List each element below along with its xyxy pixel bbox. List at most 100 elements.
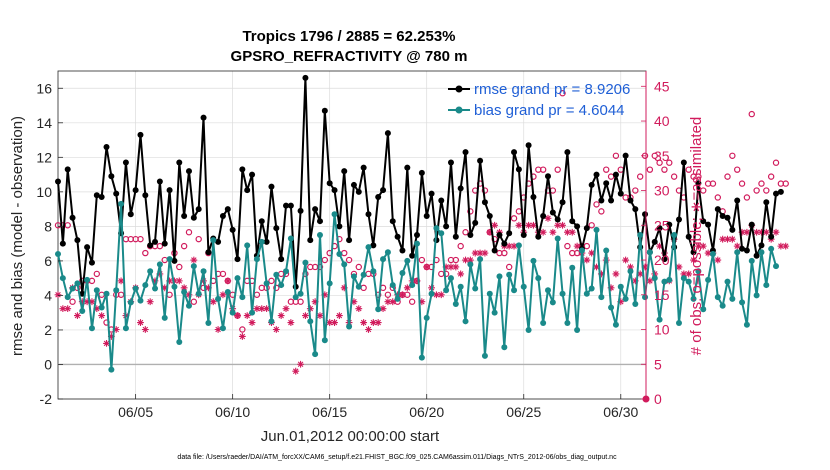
obs-possible-point — [554, 166, 561, 173]
y-left-tick-label: 12 — [36, 149, 52, 165]
rmse-point — [263, 238, 270, 245]
obs-assimilated-point — [287, 319, 295, 326]
rmse-point — [773, 190, 780, 197]
obs-assimilated-point — [316, 312, 324, 320]
rmse-point — [190, 214, 197, 221]
rmse-point — [88, 259, 95, 266]
obs-possible-point — [743, 194, 751, 201]
rmse-point — [501, 240, 508, 247]
obs-assimilated-point — [462, 256, 469, 264]
bias-point — [195, 290, 202, 297]
obs-assimilated-point — [311, 298, 319, 306]
obs-assimilated-point — [389, 298, 397, 306]
bias-point — [118, 200, 125, 207]
rmse-point — [307, 237, 314, 244]
y-right-tick-label: 30 — [654, 183, 670, 199]
bias-point — [69, 285, 76, 292]
obs-assimilated-point — [690, 256, 697, 264]
obs-possible-point — [729, 152, 736, 159]
obs-assimilated-point — [588, 249, 596, 257]
bias-point — [709, 250, 716, 257]
y-right-tick-label: 20 — [654, 252, 670, 268]
obs-assimilated-point — [418, 298, 426, 306]
bias-point — [346, 323, 353, 330]
obs-possible-point — [273, 284, 280, 292]
bias-point — [273, 271, 280, 278]
obs-possible-point — [782, 180, 789, 187]
obs-possible-point — [505, 263, 513, 271]
rmse-point — [763, 199, 770, 206]
obs-assimilated-point — [107, 333, 115, 340]
obs-assimilated-point — [607, 284, 615, 292]
rmse-line — [57, 76, 782, 295]
rmse-point — [496, 232, 503, 238]
bias-point — [719, 302, 726, 309]
obs-assimilated-point — [481, 249, 489, 257]
obs-assimilated-point — [93, 305, 101, 313]
bias-point — [122, 325, 129, 332]
bias-point — [477, 256, 484, 263]
bias-point — [758, 249, 765, 256]
rmse-point — [132, 187, 139, 194]
bias-point — [423, 314, 430, 321]
obs-assimilated-point — [627, 263, 634, 271]
bias-point — [307, 318, 314, 325]
obs-assimilated-point — [175, 277, 183, 285]
obs-assimilated-point — [117, 277, 125, 285]
obs-possible-point — [598, 208, 605, 215]
obs-possible-point — [93, 270, 101, 278]
obs-assimilated-point — [549, 228, 557, 236]
y-right-tick-label: 25 — [654, 217, 670, 233]
obs-assimilated-point — [88, 298, 96, 306]
bias-point — [690, 295, 697, 302]
obs-assimilated-point — [258, 305, 266, 313]
obs-assimilated-point — [738, 228, 746, 236]
rmse-point — [525, 142, 532, 149]
bias-point — [375, 306, 382, 313]
obs-assimilated-point — [656, 242, 663, 250]
obs-possible-point — [156, 242, 164, 250]
rmse-point — [394, 233, 401, 240]
obs-assimilated-point — [466, 256, 474, 264]
obs-assimilated-point — [622, 256, 630, 264]
bias-point — [229, 309, 236, 316]
obs-assimilated-point — [374, 319, 382, 326]
bias-point — [64, 294, 71, 301]
bias-point — [210, 237, 217, 244]
bias-point — [258, 238, 265, 245]
obs-possible-point — [418, 256, 426, 264]
obs-assimilated-point — [719, 235, 727, 243]
obs-assimilated-point — [486, 228, 494, 236]
bias-point — [224, 288, 231, 295]
bias-point — [593, 226, 600, 233]
rmse-point — [283, 202, 290, 209]
bias-point — [350, 273, 357, 280]
rmse-point — [418, 169, 425, 176]
rmse-point — [384, 130, 391, 137]
bias-point — [642, 294, 649, 301]
obs-possible-point — [180, 242, 188, 250]
bias-point — [268, 318, 275, 325]
obs-assimilated-point — [675, 263, 683, 271]
rmse-point — [166, 187, 173, 194]
rmse-point — [486, 213, 493, 220]
bias-point — [545, 287, 551, 294]
x-tick-label: 06/05 — [118, 404, 153, 420]
rmse-point — [661, 256, 668, 263]
obs-possible-point — [583, 242, 591, 250]
y-left-tick-label: 16 — [36, 80, 52, 96]
rmse-point — [375, 194, 382, 201]
rmse-point — [297, 207, 304, 214]
obs-assimilated-point — [510, 242, 518, 250]
bias-point — [564, 320, 571, 327]
bias-point — [457, 283, 464, 290]
obs-assimilated-point — [248, 319, 256, 326]
bias-point — [700, 306, 707, 313]
rmse-point — [185, 168, 192, 175]
bias-point — [603, 247, 610, 254]
rmse-point — [98, 194, 105, 201]
rmse-point — [443, 223, 450, 230]
obs-possible-point — [481, 187, 489, 194]
chart-title-line2: GPSRO_REFRACTIVITY @ 780 m — [231, 48, 468, 65]
